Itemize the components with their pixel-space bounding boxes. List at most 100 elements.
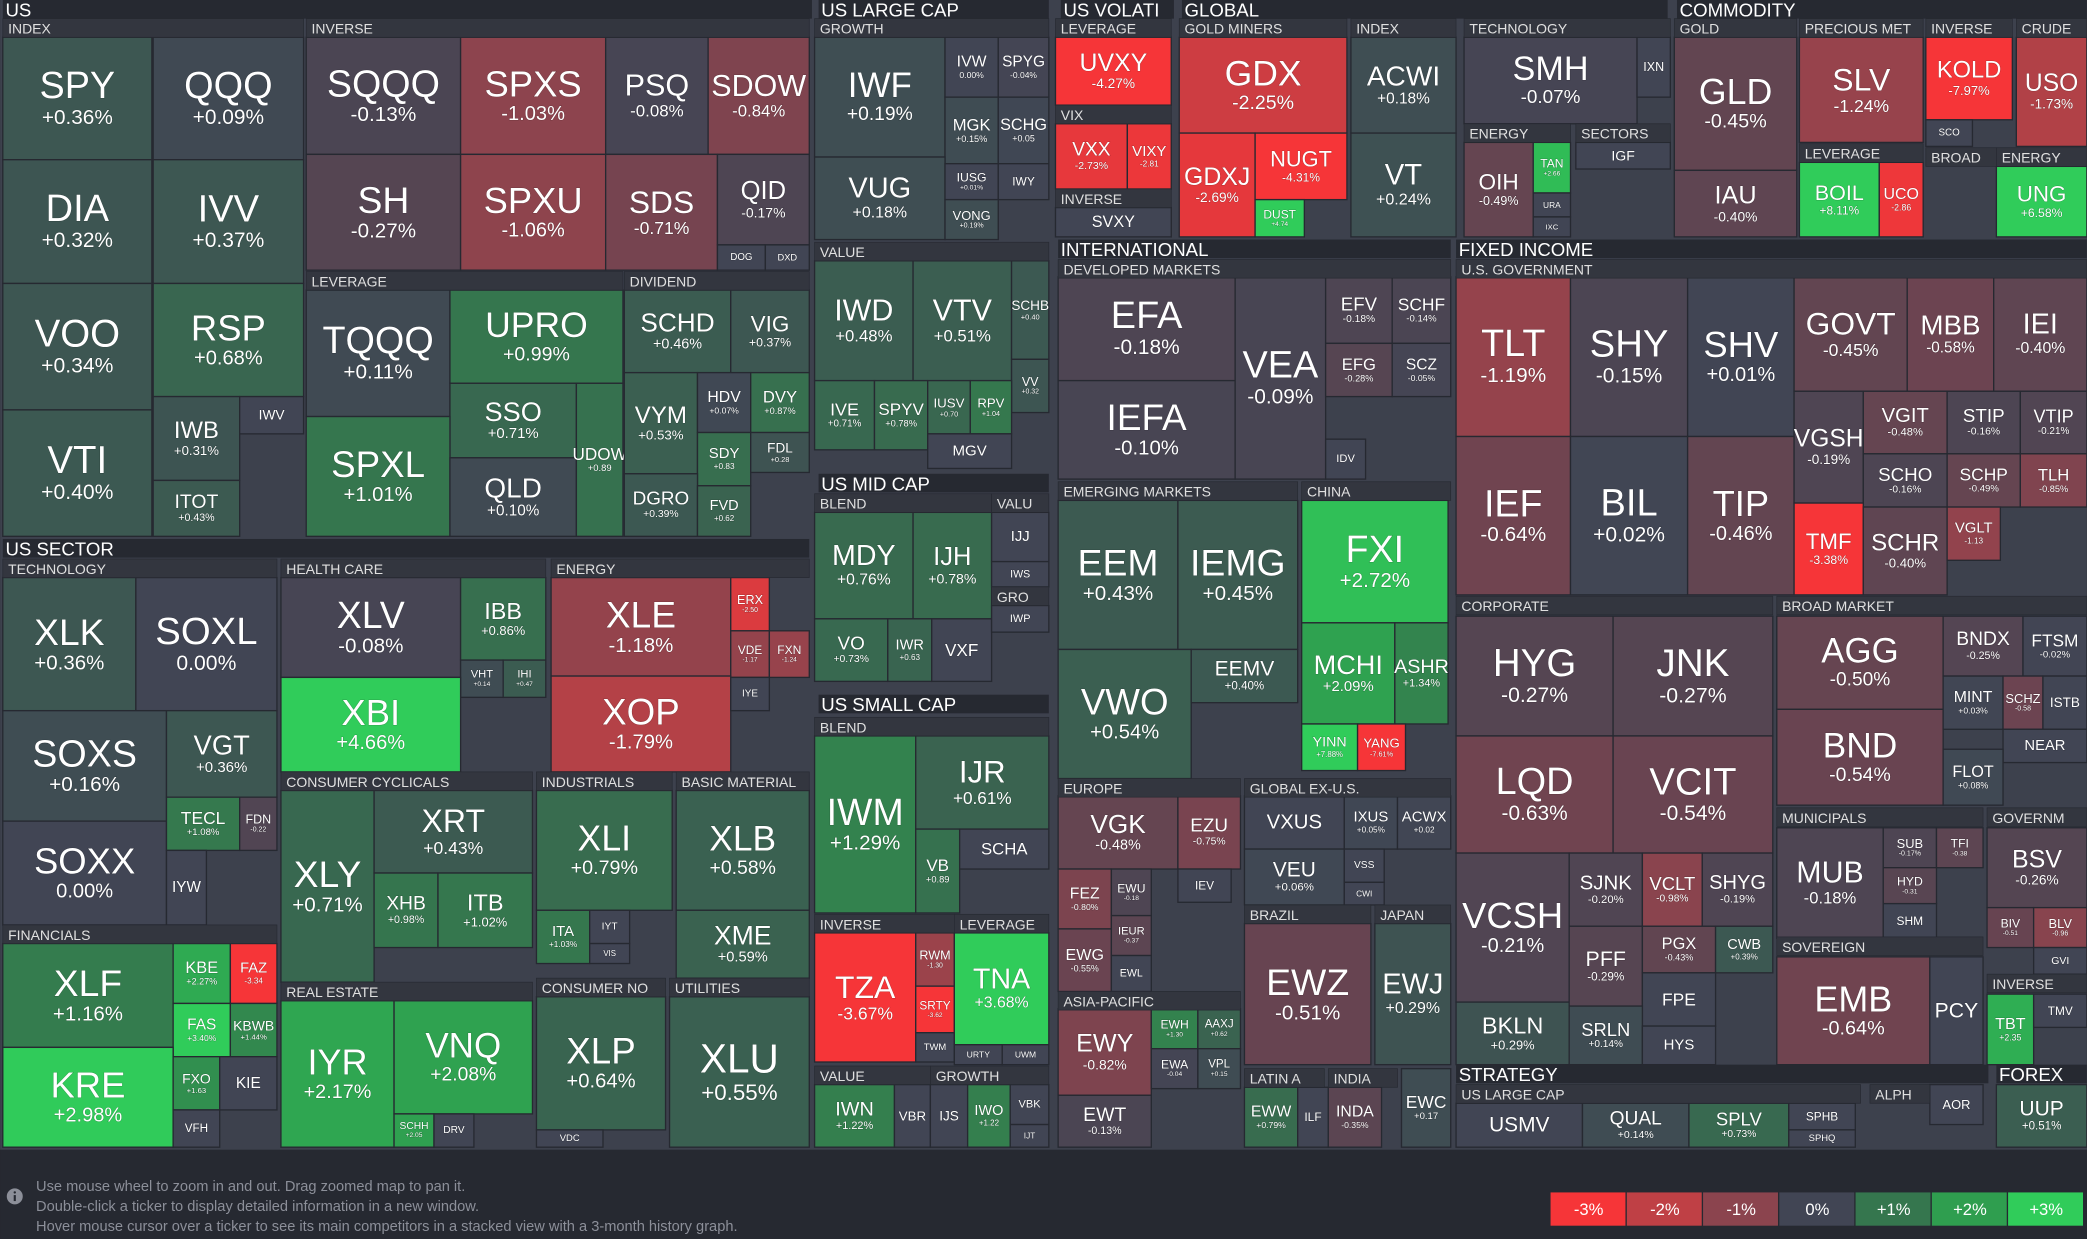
ticker-tile[interactable]: FTSM-0.02%: [2022, 615, 2087, 677]
ticker-tile[interactable]: GDXJ-2.69%: [1178, 132, 1256, 238]
ticker-tile[interactable]: VYM+0.53%: [623, 371, 699, 475]
ticker-tile[interactable]: VB+0.89: [915, 828, 961, 914]
ticker-tile[interactable]: TQQQ+0.11%: [305, 289, 451, 418]
ticker-tile[interactable]: AAXJ+0.62: [1197, 1008, 1242, 1050]
ticker-tile[interactable]: IWP: [990, 604, 1050, 633]
ticker-tile[interactable]: ACWI+0.18%: [1350, 36, 1457, 134]
ticker-tile[interactable]: ASHR+1.34%: [1394, 622, 1449, 725]
ticker-tile[interactable]: KIE: [219, 1056, 278, 1111]
ticker-tile[interactable]: IWO+1.22: [966, 1083, 1011, 1148]
ticker-tile[interactable]: SDY+0.83: [696, 431, 752, 487]
ticker-tile[interactable]: TMF-3.38%: [1793, 502, 1864, 596]
ticker-tile[interactable]: EWA-0.04: [1150, 1048, 1199, 1090]
ticker-tile[interactable]: ITA+1.03%: [535, 909, 591, 965]
ticker-tile[interactable]: FDN-0.22: [239, 796, 278, 852]
ticker-tile[interactable]: JNK-0.27%: [1612, 615, 1774, 737]
ticker-tile[interactable]: UCO-2.86: [1878, 161, 1924, 238]
ticker-tile[interactable]: VBR: [893, 1083, 932, 1148]
ticker-tile[interactable]: DIA+0.32%: [2, 159, 153, 285]
ticker-tile[interactable]: AOR: [1929, 1083, 1984, 1126]
ticker-tile[interactable]: URA: [1532, 192, 1572, 218]
ticker-tile[interactable]: SCHO-0.16%: [1862, 453, 1948, 508]
ticker-tile[interactable]: VDC: [535, 1129, 604, 1148]
ticker-tile[interactable]: IAU-0.40%: [1673, 169, 1798, 238]
ticker-tile[interactable]: BNDX-0.25%: [1942, 615, 2024, 677]
ticker-tile[interactable]: VTI+0.40%: [2, 409, 153, 537]
ticker-tile[interactable]: IWS: [990, 560, 1050, 588]
ticker-tile[interactable]: VEU+0.06%: [1243, 848, 1345, 906]
ticker-tile[interactable]: YANG-7.61%: [1356, 723, 1407, 772]
ticker-tile[interactable]: MINT+0.03%: [1942, 675, 2004, 730]
ticker-tile[interactable]: SQQQ-0.13%: [305, 36, 462, 156]
ticker-tile[interactable]: FPE: [1641, 972, 1717, 1027]
ticker-tile[interactable]: KBE+2.27%: [172, 942, 232, 1005]
ticker-tile[interactable]: IEV: [1177, 868, 1232, 903]
ticker-tile[interactable]: IXC: [1532, 216, 1572, 238]
ticker-tile[interactable]: SSO+0.71%: [449, 382, 578, 459]
ticker-tile[interactable]: QUAL+0.14%: [1581, 1102, 1690, 1148]
ticker-tile[interactable]: KOLD-7.97%: [1925, 36, 2014, 121]
ticker-tile[interactable]: UWM: [1001, 1044, 1050, 1066]
ticker-tile[interactable]: VCLT-0.98%: [1641, 852, 1703, 927]
ticker-tile[interactable]: NEAR: [2002, 728, 2087, 764]
ticker-tile[interactable]: ACWX+0.02: [1396, 795, 1452, 850]
ticker-tile[interactable]: DXD: [764, 244, 810, 271]
ticker-tile[interactable]: GDX-2.25%: [1178, 36, 1348, 134]
ticker-tile[interactable]: VT+0.24%: [1350, 132, 1457, 238]
ticker-tile[interactable]: TMV: [2032, 993, 2087, 1029]
ticker-tile[interactable]: VSS: [1343, 848, 1385, 884]
ticker-tile[interactable]: RSP+0.68%: [152, 282, 305, 398]
ticker-tile[interactable]: CWB+0.39%: [1714, 925, 1774, 974]
ticker-tile[interactable]: FEZ-0.80%: [1057, 868, 1113, 930]
ticker-tile[interactable]: MCHI+2.09%: [1301, 622, 1396, 725]
ticker-tile[interactable]: XLI+0.79%: [535, 789, 673, 911]
ticker-tile[interactable]: SCHD+0.46%: [623, 289, 732, 374]
ticker-tile[interactable]: FDL+0.28: [750, 431, 810, 474]
ticker-tile[interactable]: GOVT-0.45%: [1793, 276, 1908, 392]
ticker-tile[interactable]: EWH+1.30: [1150, 1008, 1199, 1050]
ticker-tile[interactable]: TBT+2.35: [1986, 993, 2035, 1066]
ticker-tile[interactable]: IYT: [589, 909, 631, 945]
ticker-tile[interactable]: FAS+3.40%: [172, 1002, 232, 1058]
ticker-tile[interactable]: SCZ-0.05%: [1391, 342, 1452, 398]
ticker-tile[interactable]: IJT: [1009, 1123, 1050, 1148]
ticker-tile[interactable]: RPV+1.04: [969, 379, 1013, 435]
ticker-tile[interactable]: OIH-0.49%: [1463, 141, 1534, 238]
ticker-tile[interactable]: FAZ-3.34: [229, 942, 278, 1005]
ticker-tile[interactable]: GLD-0.45%: [1673, 36, 1798, 172]
ticker-tile[interactable]: SCHZ-0.58: [2002, 675, 2044, 730]
ticker-tile[interactable]: TFI-0.38: [1935, 827, 1984, 869]
ticker-tile[interactable]: TWM: [915, 1032, 955, 1063]
ticker-tile[interactable]: XLF+1.16%: [2, 942, 174, 1049]
ticker-tile[interactable]: VGT+0.36%: [165, 709, 278, 798]
ticker-tile[interactable]: SDOW-0.84%: [707, 36, 810, 156]
ticker-tile[interactable]: BND-0.54%: [1776, 708, 1944, 806]
ticker-tile[interactable]: GVI: [2032, 946, 2087, 975]
ticker-tile[interactable]: VIXY-2.81: [1126, 123, 1172, 190]
ticker-tile[interactable]: IDV: [1324, 438, 1367, 480]
ticker-tile[interactable]: EWY-0.82%: [1057, 1008, 1152, 1096]
ticker-tile[interactable]: MGK+0.15%: [944, 96, 999, 165]
ticker-tile[interactable]: SJNK-0.20%: [1568, 852, 1644, 927]
ticker-tile[interactable]: SHV+0.01%: [1686, 276, 1795, 438]
ticker-tile[interactable]: IYE: [730, 676, 771, 712]
ticker-tile[interactable]: SCHG+0.05: [997, 96, 1050, 165]
ticker-tile[interactable]: QLD+0.10%: [449, 457, 578, 537]
ticker-tile[interactable]: VIG+0.37%: [730, 289, 810, 374]
ticker-tile[interactable]: ISTB: [2042, 675, 2087, 730]
ticker-tile[interactable]: IHI+0.47: [502, 659, 547, 699]
ticker-tile[interactable]: FLOT+0.08%: [1942, 748, 2004, 806]
ticker-tile[interactable]: SDS-0.71%: [604, 153, 719, 271]
ticker-tile[interactable]: UUP+0.51%: [1995, 1083, 2087, 1148]
ticker-tile[interactable]: IJJ: [990, 511, 1050, 563]
ticker-tile[interactable]: NUGT-4.31%: [1254, 132, 1348, 201]
ticker-tile[interactable]: DRV: [433, 1113, 475, 1148]
ticker-tile[interactable]: VTV+0.51%: [912, 260, 1013, 382]
ticker-tile[interactable]: HYS: [1641, 1025, 1717, 1066]
ticker-tile[interactable]: VIS: [589, 942, 631, 965]
ticker-tile[interactable]: INDA-0.35%: [1327, 1086, 1383, 1148]
ticker-tile[interactable]: CWI: [1343, 881, 1385, 906]
ticker-tile[interactable]: IWD+0.48%: [813, 260, 914, 382]
